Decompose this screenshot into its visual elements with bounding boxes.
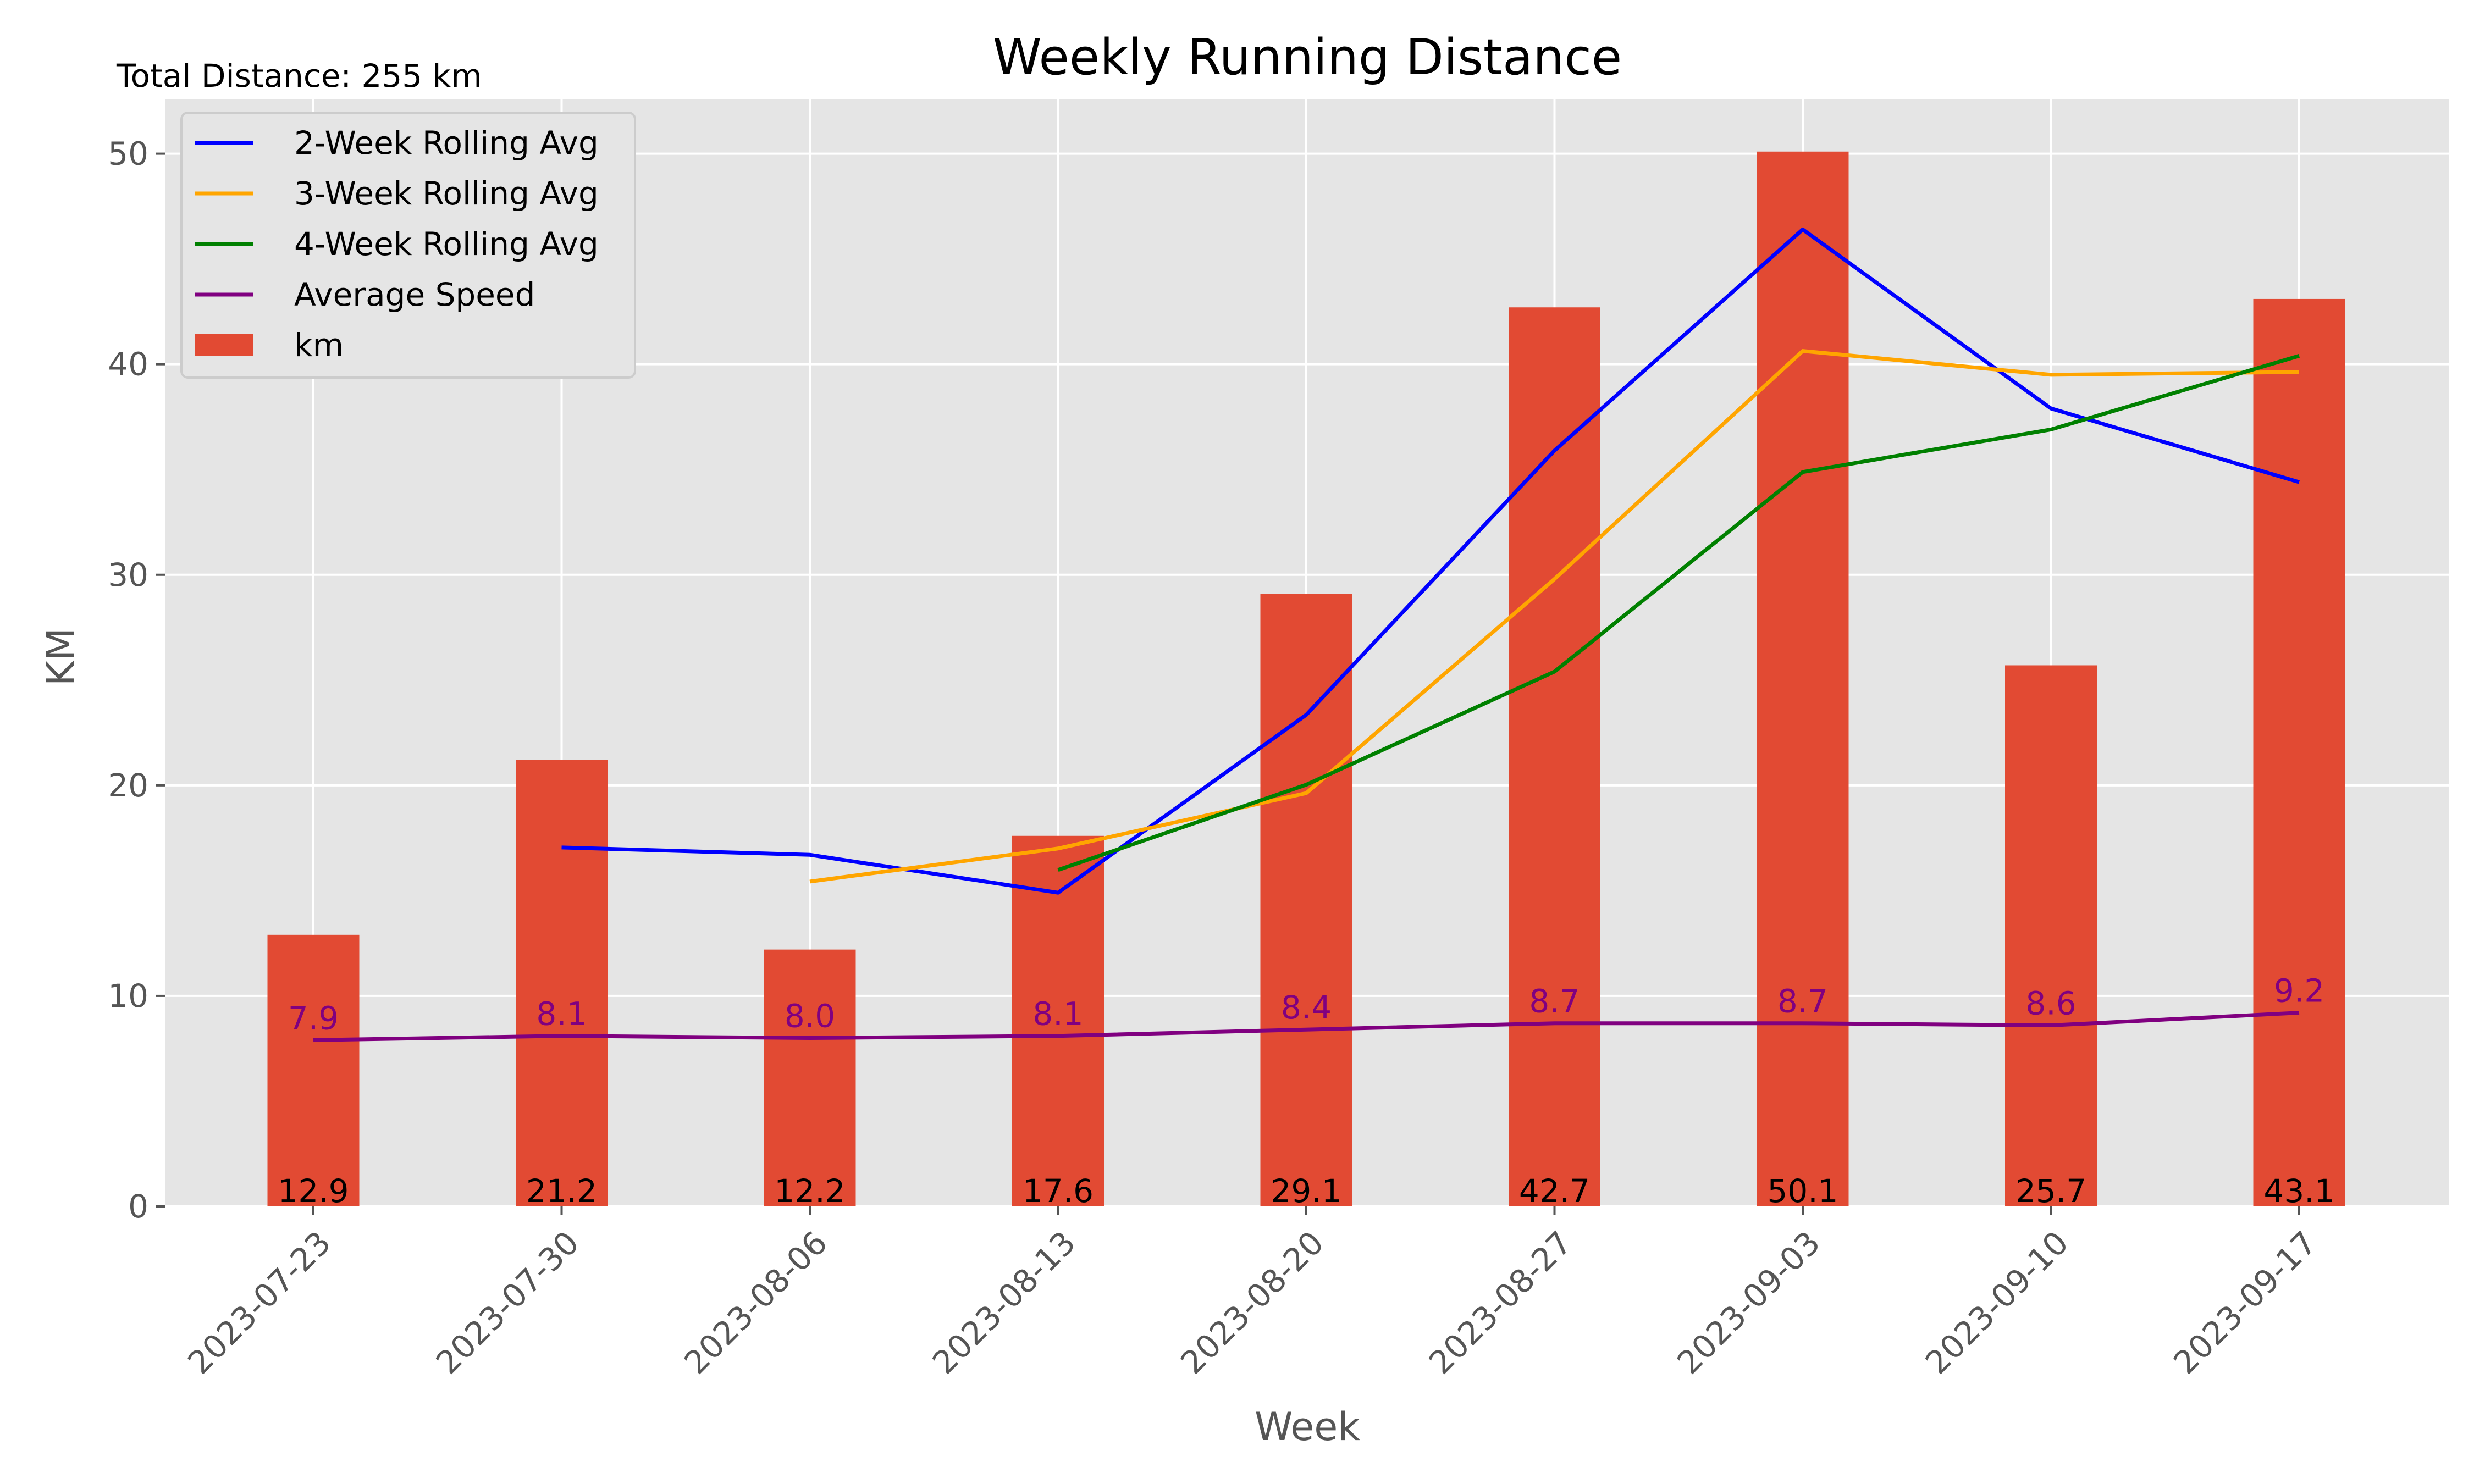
y-tick-label: 10 [108,977,148,1015]
speed-value-label: 8.7 [1777,983,1828,1020]
x-tick-label: 2023-08-20 [1173,1224,1330,1381]
y-tick-label: 0 [128,1188,148,1225]
x-tick-label: 2023-08-13 [925,1224,1083,1381]
y-tick-label: 50 [108,135,148,173]
y-tick-label: 20 [108,767,148,804]
series-line [313,1011,2300,1042]
bar [1509,307,1600,1206]
x-tick-label: 2023-08-06 [677,1224,834,1381]
bar-value-label: 43.1 [2263,1172,2334,1210]
legend-entry-label: km [294,326,344,364]
series-line [1057,354,2300,872]
legend-swatch-patch [195,334,253,356]
bar [1260,594,1352,1206]
bar-value-label: 29.1 [1271,1172,1341,1210]
y-axis-label: KM [38,628,84,686]
legend-entry-label: 3-Week Rolling Avg [294,175,599,212]
speed-value-label: 9.2 [2274,972,2324,1010]
bar-value-labels: 12.9 21.2 12.2 17.6 29.1 42.7 50.1 25.7 43.1 [278,1172,2334,1210]
total-distance-annotation: Total Distance: 255 km [116,57,482,95]
y-tick-label: 30 [108,556,148,594]
speed-value-label: 8.6 [2025,985,2076,1022]
speed-value-label: 8.1 [1032,995,1083,1033]
speed-value-labels: 7.9 8.1 8.0 8.1 8.4 8.7 8.7 8.6 9.2 [288,972,2324,1037]
x-tick-label: 2023-07-30 [429,1224,586,1381]
bar [2253,298,2345,1207]
bars-group [267,151,2345,1207]
x-tick-label: 2023-08-27 [1422,1224,1579,1381]
x-axis-ticks: 2023-07-23 2023-07-30 2023-08-06 2023-08-13… [180,1206,2324,1381]
speed-value-label: 7.9 [288,999,339,1037]
chart-title: Weekly Running Distance [993,29,1622,86]
legend-entry-label: Average Speed [294,276,535,313]
bar-value-label: 12.9 [278,1172,349,1210]
legend-box [180,112,636,379]
speed-value-label: 8.7 [1529,983,1580,1020]
bar-value-label: 21.2 [526,1172,597,1210]
bar-value-label: 12.2 [774,1172,845,1210]
legend-entry-label: 4-Week Rolling Avg [294,225,599,263]
speed-value-label: 8.0 [785,998,835,1035]
x-axis-label: Week [1255,1404,1360,1449]
legend-entry-label: 2-Week Rolling Avg [294,124,599,162]
speed-value-label: 8.1 [536,995,587,1033]
series-line [561,228,2300,895]
bar-value-label: 17.6 [1023,1172,1094,1210]
bar [267,934,360,1206]
y-tick-label: 40 [108,346,148,383]
x-tick-label: 2023-07-23 [180,1224,338,1381]
speed-value-label: 8.4 [1281,989,1332,1026]
bar [516,760,608,1206]
lines-group [313,228,2300,1042]
series-line [809,349,2300,884]
bar [1757,151,1849,1206]
bar-value-label: 50.1 [1767,1172,1838,1210]
bar [1012,835,1104,1206]
bar-value-label: 42.7 [1519,1172,1590,1210]
x-tick-label: 2023-09-10 [1918,1224,2075,1381]
legend: 2-Week Rolling Avg 3-Week Rolling Avg 4-We… [180,112,636,379]
bar-value-label: 25.7 [2015,1172,2086,1210]
bar [2005,665,2097,1206]
x-tick-label: 2023-09-03 [1670,1224,1827,1381]
x-tick-label: 2023-09-17 [2166,1224,2323,1381]
bar [764,949,856,1206]
y-axis-ticks: 0 10 20 30 40 50 [108,135,165,1225]
